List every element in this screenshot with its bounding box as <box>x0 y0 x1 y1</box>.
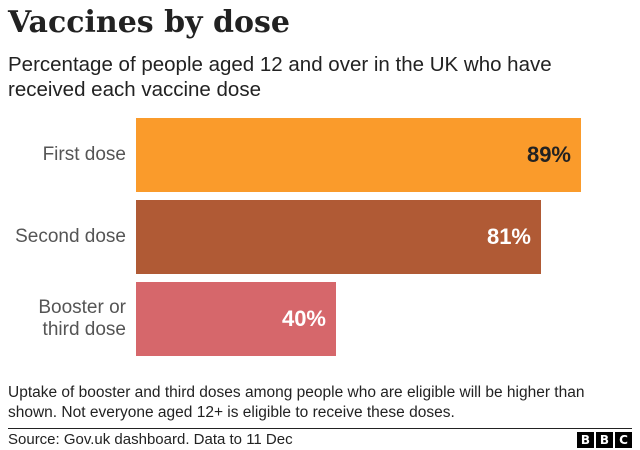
category-label: First dose <box>42 144 126 165</box>
bbc-logo-letter: B <box>596 432 613 448</box>
bbc-logo-letter: B <box>577 432 594 448</box>
chart-title: Vaccines by dose <box>8 5 290 40</box>
bar-row: Second dose 81% <box>0 200 640 274</box>
bar-row: First dose 89% <box>0 118 640 192</box>
bar: 40% <box>136 282 336 356</box>
category-label: Booster or third dose <box>38 297 126 340</box>
bar: 81% <box>136 200 541 274</box>
chart-subtitle: Percentage of people aged 12 and over in… <box>8 53 552 101</box>
source-text: Source: Gov.uk dashboard. Data to 11 Dec <box>8 431 293 448</box>
bbc-logo: B B C <box>577 432 632 448</box>
footnote: Uptake of booster and third doses among … <box>8 384 585 421</box>
bbc-logo-letter: C <box>615 432 632 448</box>
footer-divider <box>8 428 632 429</box>
bar-row: Booster or third dose 40% <box>0 282 640 356</box>
data-label: 89% <box>526 142 571 167</box>
data-label: 40% <box>281 306 326 331</box>
data-label: 81% <box>486 224 531 249</box>
category-label: Second dose <box>15 226 126 247</box>
bar: 89% <box>136 118 581 192</box>
